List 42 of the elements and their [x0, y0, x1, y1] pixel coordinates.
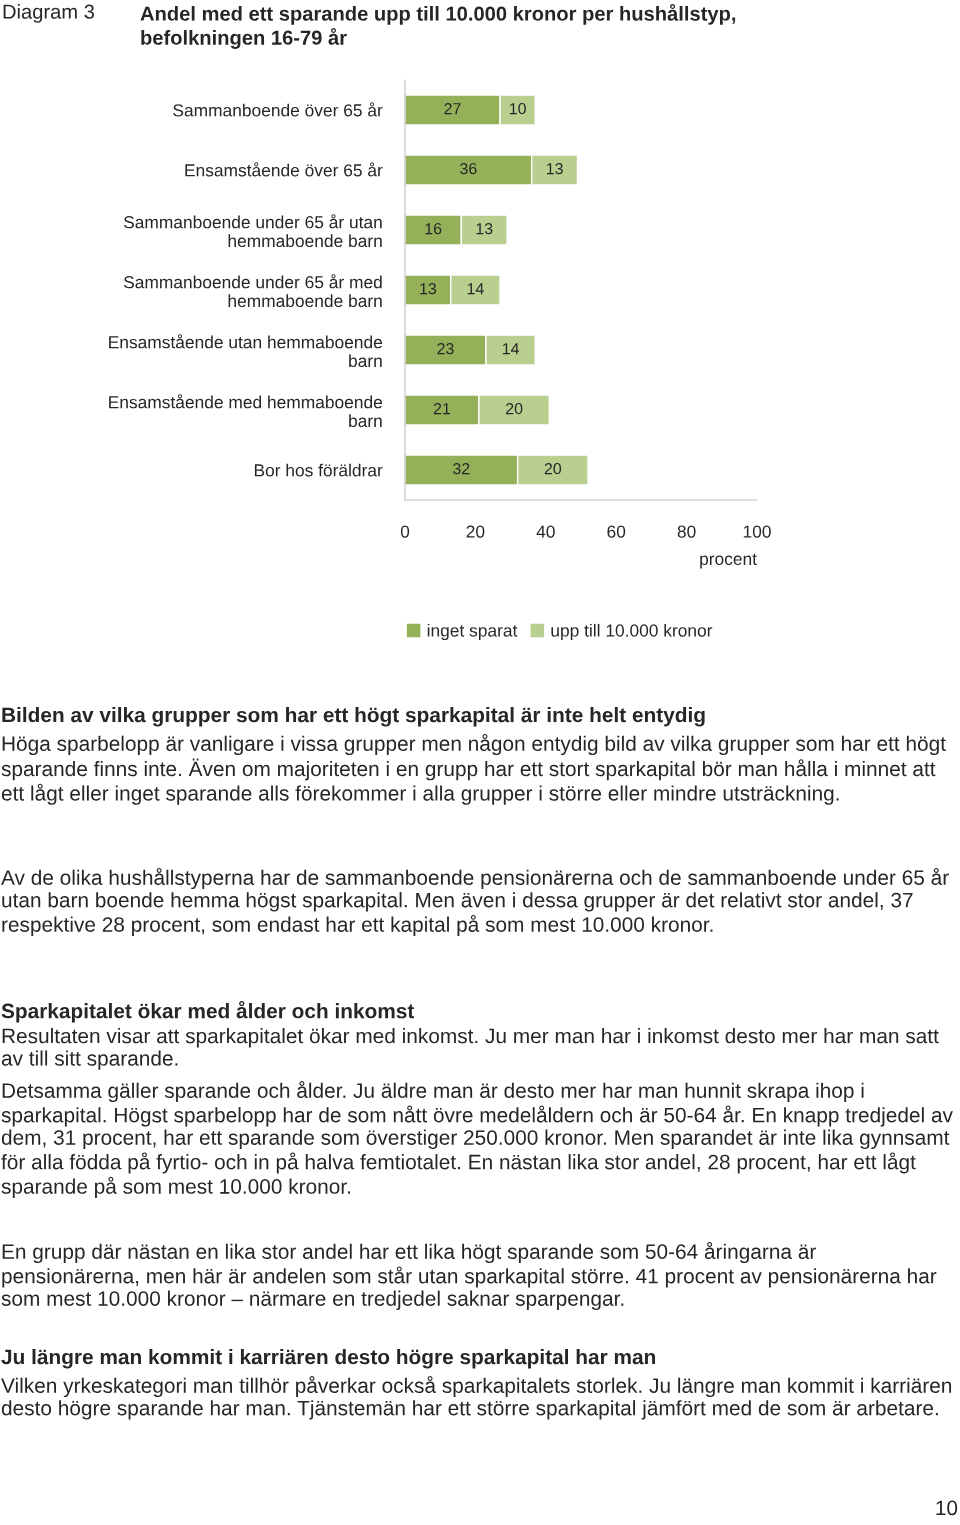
x-tick-label: 80	[677, 525, 696, 538]
y-tick-label: Ensamstående med hemmaboende barn	[109, 394, 383, 428]
text: Ju längre man kommit i karriären desto högre sparkapital har man	[1, 1349, 656, 1369]
data-label: 32	[453, 462, 470, 475]
data-label: 13	[420, 282, 437, 295]
data-label: 14	[502, 343, 520, 355]
y-tick-label: Bor hos föräldrar	[254, 463, 383, 477]
y-tick-label: Sammanboende över 65 år	[173, 102, 383, 117]
x-tick-label: 0	[400, 525, 410, 538]
data-label: 20	[544, 462, 562, 475]
data-label: 21	[433, 402, 451, 415]
data-label: 13	[476, 222, 493, 235]
data-label: 10	[509, 102, 526, 115]
y-tick-label: Ensamstående över 65 år	[185, 162, 383, 177]
x-axis-title: procent	[700, 553, 757, 569]
y-tick-label: Ensamstående utan hemmaboende barn	[109, 334, 383, 368]
text: Vilken yrkeskategori man tillhör påverkar också sparkapitalets storlek. Ju längre man kommit i karriären desto högre sparande har man. Tjänstemän har ett större sparkapital jämfört med de som är arbetare.	[1, 1376, 952, 1420]
data-label: 14	[467, 283, 484, 295]
legend-label: inget sparat	[427, 623, 518, 641]
text: Höga sparbelopp är vanligare i vissa grupper men någon entydig bild av vilka grupper som har ett högt sparande finns inte. Även om majoriteten i en grupp har ett stort sparkapital bör man hålla i minnet att ett lågt eller inget sparande alls förekommer i alla grupper i större eller mindre utsträckning.	[1, 734, 946, 805]
data-label: 27	[444, 102, 461, 115]
text: 10	[936, 1500, 958, 1516]
text: Diagram 3	[3, 4, 95, 23]
x-tick-label: 40	[536, 525, 555, 538]
text: Resultaten visar att sparkapitalet ökar med inkomst. Ju mer man har i inkomst desto mer har man satt av till sitt sparande.	[1, 1028, 939, 1070]
data-label: 20	[506, 402, 523, 415]
text: Bilden av vilka grupper som har ett högt sparkapital är inte helt entydig	[2, 707, 705, 727]
x-tick-label: 60	[607, 525, 626, 538]
x-tick-label: 20	[466, 525, 485, 538]
text: Av de olika hushållstyperna har de sammanboende pensionärerna och de sammanboende under 65 år utan barn boende hemma högst sparkapital. Men även i dessa grupper är det relativt stor andel, 37 respektive 28 procent, som endast har ett kapital på som mest 10.000 kronor.	[1, 868, 949, 937]
text: Sparkapitalet ökar med ålder och inkomst	[1, 1001, 415, 1023]
data-label: 23	[437, 342, 454, 355]
data-label: 13	[546, 162, 563, 175]
data-label: 36	[460, 162, 477, 175]
text: Detsamma gäller sparande och ålder. Ju äldre man är desto mer har man hunnit skrapa ihop i sparkapital. Högst sparbelopp har de som nått övre medelåldern och är 50-64 år. En knapp tredjedel av dem, 31 procent, har ett sparande som överstiger 250.000 kronor. Men sparandet är inte lika gynnsamt för alla födda på fyrtio- och in på halva femtiotalet. En nästan lika stor andel, 28 procent, har ett lågt sparande på som mest 10.000 kronor.	[1, 1081, 953, 1198]
text: En grupp där nästan en lika stor andel har ett lika högt sparande som 50-64 åringarna är pensionärerna, men här är andelen som står utan sparkapital större. 41 procent av pensionärerna har som mest 10.000 kronor – närmare en tredjedel saknar sparpengar.	[1, 1242, 937, 1311]
x-tick-label: 100	[743, 525, 771, 538]
y-tick-label: Sammanboende under 65 år utan hemmaboende barn	[123, 214, 382, 248]
data-label: 16	[425, 222, 442, 235]
chart-title: Andel med ett sparande upp till 10.000 kronor per hushållstyp, befolkningen 16-79 år	[140, 4, 736, 49]
legend-label: upp till 10.000 kronor	[551, 623, 713, 641]
y-tick-label: Sammanboende under 65 år med hemmaboende barn	[123, 274, 382, 308]
